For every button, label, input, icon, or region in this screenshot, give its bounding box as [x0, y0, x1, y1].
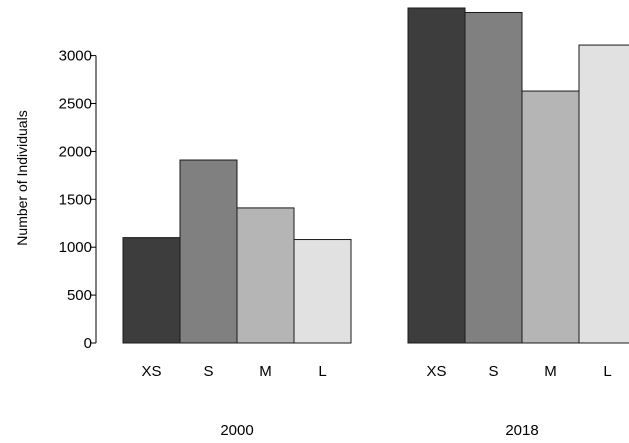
y-tick-label: 1500 — [59, 191, 92, 208]
panel-2018: XS S M L 2018 — [407, 7, 629, 439]
x-category-label: S — [488, 363, 498, 380]
y-tick-label: 0 — [84, 335, 92, 352]
bar-2000-L — [293, 239, 352, 344]
y-tick-label: 500 — [67, 287, 92, 304]
y-tick-label: 1000 — [59, 239, 92, 256]
y-axis-title: Number of Individuals — [14, 110, 30, 245]
x-category-label: XS — [426, 363, 446, 380]
bar-2000-M — [236, 207, 295, 344]
y-tick-label: 2500 — [59, 96, 92, 113]
bar-2000-S — [179, 159, 238, 344]
chart-panels: XS S M L 2000 XS S M L 2018 — [122, 7, 629, 439]
y-tick-label: 3000 — [59, 48, 92, 65]
bar-2018-L — [578, 44, 629, 344]
bar-2018-XS — [407, 7, 466, 344]
bar-2018-M — [521, 90, 580, 344]
x-category-label: L — [318, 363, 326, 380]
y-tick-label: 2000 — [59, 143, 92, 160]
x-category-label: M — [544, 363, 557, 380]
y-axis: 0 500 1000 1500 2000 2500 3000 — [59, 48, 97, 352]
group-label: 2018 — [505, 422, 538, 439]
bar-2000-XS — [122, 237, 181, 344]
x-category-label: M — [259, 363, 272, 380]
x-category-label: S — [203, 363, 213, 380]
x-category-label: L — [603, 363, 611, 380]
bar-2018-S — [464, 11, 523, 344]
panel-2000: XS S M L 2000 — [122, 159, 352, 439]
x-category-label: XS — [141, 363, 161, 380]
group-label: 2000 — [220, 422, 253, 439]
